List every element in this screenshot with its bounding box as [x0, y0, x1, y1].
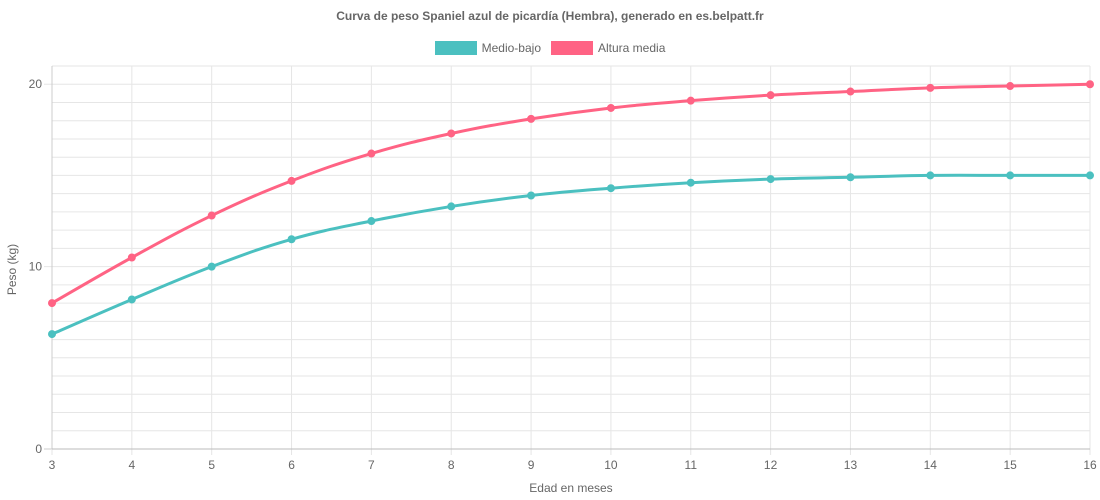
data-point-medio-bajo	[48, 330, 56, 339]
x-tick-label: 11	[685, 458, 698, 472]
legend-item-altura-media[interactable]: Altura media	[551, 41, 665, 55]
legend-swatch-medio-bajo	[434, 41, 477, 55]
data-point-medio-bajo	[447, 202, 456, 211]
series-line-medio-bajo	[51, 173, 1090, 336]
data-point-medio-bajo	[1006, 171, 1015, 180]
x-tick-label: 7	[368, 458, 375, 472]
x-axis-title: Edad en meses	[529, 481, 612, 495]
x-tick-label: 16	[1083, 458, 1097, 472]
x-tick-label: 12	[764, 458, 778, 472]
x-tick-label: 13	[844, 458, 858, 472]
x-tick-label: 8	[448, 458, 455, 472]
y-tick-label: 20	[29, 77, 43, 91]
legend-swatch-altura-media	[551, 41, 593, 55]
x-tick-label: 5	[208, 458, 215, 472]
data-point-altura-media	[1006, 82, 1015, 91]
data-point-medio-bajo	[1086, 171, 1094, 180]
data-point-medio-bajo	[367, 217, 376, 226]
data-point-altura-media	[367, 149, 376, 158]
data-point-medio-bajo	[686, 178, 695, 187]
legend-label-altura-media: Altura media	[598, 41, 666, 55]
y-axis-title: Peso (kg)	[5, 244, 19, 295]
chart-title: Curva de peso Spaniel azul de picardía (…	[336, 9, 764, 23]
data-point-altura-media	[447, 129, 456, 138]
x-tick-label: 6	[288, 458, 295, 472]
data-point-medio-bajo	[287, 235, 296, 244]
data-point-medio-bajo	[527, 191, 536, 200]
data-point-altura-media	[527, 114, 536, 123]
data-point-altura-media	[287, 176, 296, 185]
y-tick-label: 0	[35, 442, 42, 456]
data-point-altura-media	[1086, 80, 1094, 89]
data-point-medio-bajo	[606, 184, 615, 193]
x-tick-label: 9	[528, 458, 535, 472]
x-tick-label: 14	[924, 458, 938, 472]
data-point-altura-media	[686, 96, 695, 105]
x-tick-label: 4	[129, 458, 136, 472]
legend: Medio-bajo Altura media	[0, 41, 1100, 55]
data-point-altura-media	[207, 211, 216, 220]
data-point-altura-media	[127, 253, 136, 262]
y-tick-label: 10	[29, 260, 43, 274]
legend-label-medio-bajo: Medio-bajo	[481, 41, 541, 55]
x-tick-label: 10	[604, 458, 618, 472]
legend-item-medio-bajo[interactable]: Medio-bajo	[434, 41, 541, 55]
data-point-medio-bajo	[926, 171, 935, 180]
x-tick-label: 15	[1003, 458, 1017, 472]
data-point-medio-bajo	[207, 262, 216, 271]
x-tick-label: 3	[49, 458, 56, 472]
data-point-altura-media	[606, 103, 615, 112]
data-point-altura-media	[48, 299, 56, 308]
data-point-medio-bajo	[846, 173, 855, 182]
data-point-altura-media	[846, 87, 855, 96]
data-point-medio-bajo	[766, 175, 775, 184]
data-point-altura-media	[926, 83, 935, 92]
data-point-altura-media	[766, 91, 775, 100]
data-point-medio-bajo	[127, 295, 136, 304]
